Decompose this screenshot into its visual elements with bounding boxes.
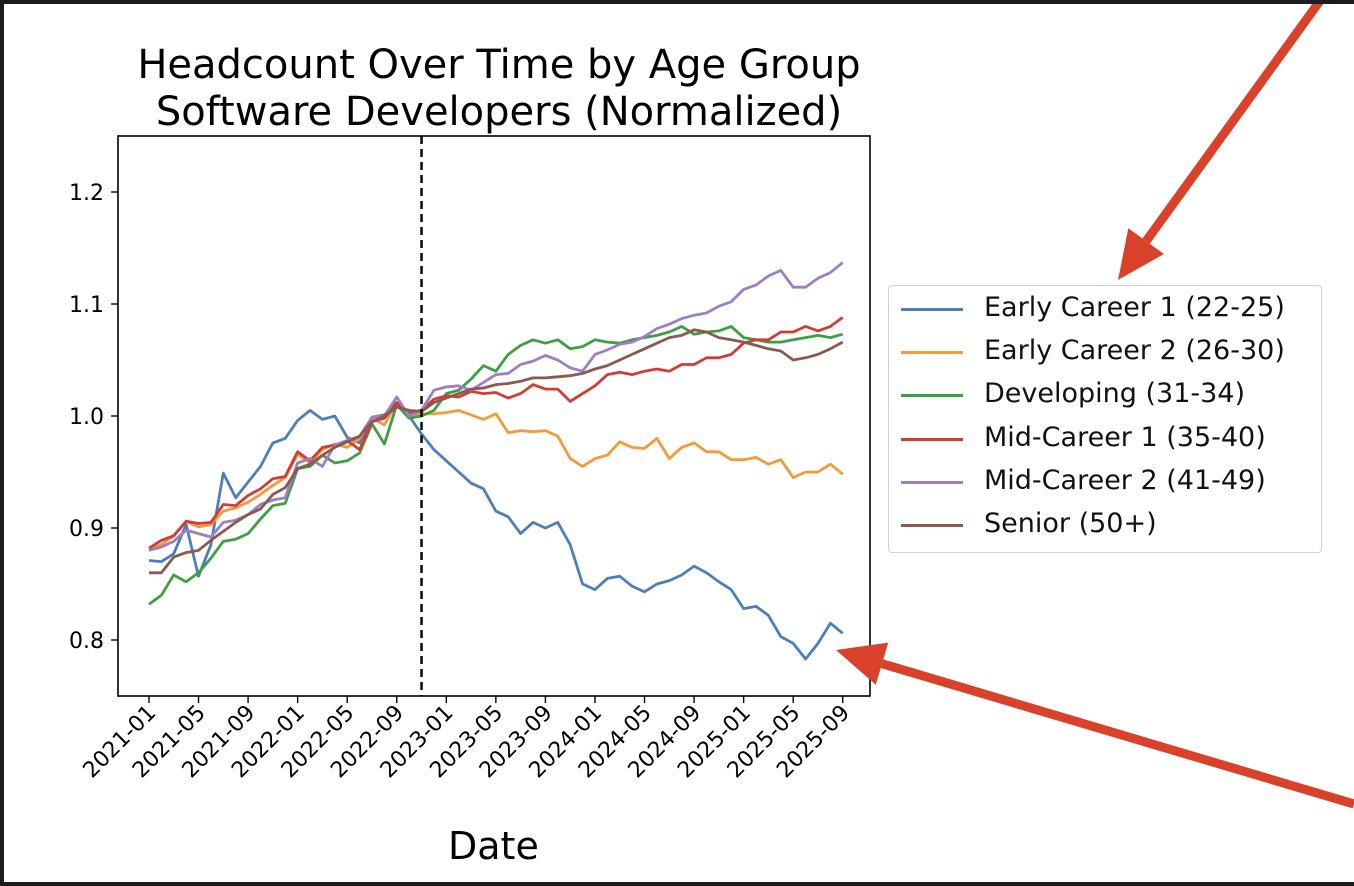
chart-frame: Headcount Over Time by Age Group Softwar… [4, 4, 1354, 882]
annotation-arrow-top-shaft [1142, 4, 1324, 244]
legend-label: Senior (50+) [984, 508, 1157, 539]
legend-swatch [901, 308, 963, 311]
legend-label: Early Career 2 (26-30) [984, 335, 1285, 367]
legend-swatch [901, 437, 963, 441]
y-tick-label: 1.2 [69, 181, 104, 206]
annotation-arrow-top-head [1118, 228, 1164, 280]
annotation-arrow-top [1118, 4, 1324, 280]
legend-item: Early Career 1 (22-25) [889, 290, 1319, 330]
legend-item: Senior (50+) [889, 506, 1319, 546]
annotation-arrow-bottom-head [836, 642, 889, 685]
legend-label: Mid-Career 1 (35-40) [984, 421, 1266, 453]
x-axis-label: Date [448, 824, 539, 868]
legend-label: Early Career 1 (22-25) [984, 292, 1285, 323]
legend-item: Mid-Career 2 (41-49) [889, 463, 1319, 503]
y-tick-label: 0.8 [69, 629, 104, 654]
line-chart: 0.80.91.01.11.22021-012021-052021-092022… [69, 4, 1354, 809]
legend-swatch [901, 394, 963, 398]
series-line-1 [148, 401, 844, 661]
legend-swatch [901, 524, 963, 527]
legend-item: Developing (31-34) [889, 376, 1319, 416]
series-line-5 [148, 261, 844, 552]
chart-subtitle: Software Developers (Normalized) [155, 89, 843, 135]
annotation-arrow-bottom [836, 642, 1354, 809]
legend: Early Career 1 (22-25) Early Career 2 (26… [888, 285, 1322, 553]
legend-item: Early Career 2 (26-30) [889, 333, 1319, 373]
y-tick-label: 1.1 [69, 293, 104, 318]
series-line-2 [148, 401, 844, 550]
series-line-3 [148, 324, 844, 606]
y-tick-label: 1.0 [69, 405, 104, 430]
y-tick-label: 0.9 [69, 517, 104, 542]
chart-title: Headcount Over Time by Age Group [137, 42, 861, 88]
legend-label: Mid-Career 2 (41-49) [984, 464, 1266, 496]
annotation-arrow-bottom-shaft [880, 659, 1354, 809]
series-line-6 [149, 328, 844, 575]
legend-label: Developing (31-34) [984, 378, 1246, 410]
legend-item: Mid-Career 1 (35-40) [889, 420, 1319, 460]
legend-swatch [901, 480, 963, 484]
series-line-4 [148, 316, 844, 550]
legend-swatch [901, 351, 963, 355]
